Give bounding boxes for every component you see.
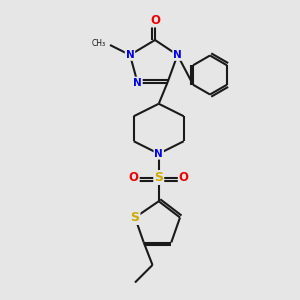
Text: S: S [130,211,140,224]
Text: O: O [150,14,160,26]
Text: N: N [173,50,182,60]
Text: CH₃: CH₃ [92,39,106,48]
Text: S: S [154,171,163,184]
Text: O: O [179,171,189,184]
Text: N: N [133,77,142,88]
Text: N: N [154,149,163,159]
Text: O: O [129,171,139,184]
Text: N: N [126,50,134,60]
